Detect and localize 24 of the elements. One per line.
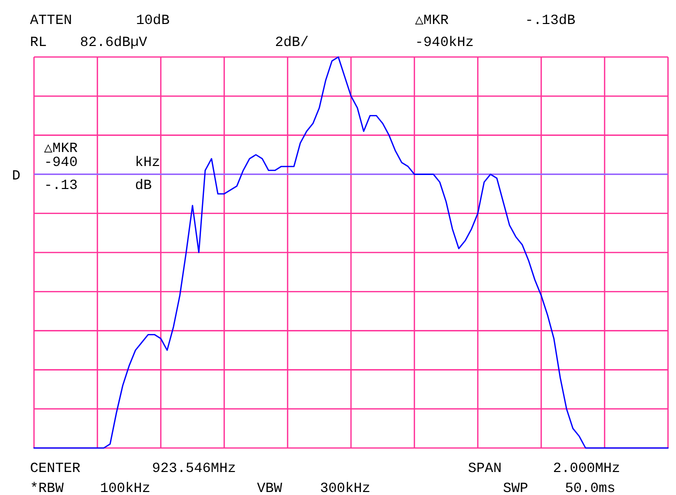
text: VBW	[257, 481, 283, 495]
annotation: -940	[44, 155, 78, 171]
text: RL	[30, 35, 47, 51]
text: 50.0ms	[565, 481, 616, 495]
text: ATTEN	[30, 13, 72, 29]
text: 100kHz	[100, 481, 150, 495]
text: CENTER	[30, 461, 82, 477]
ref-line-label: D	[12, 168, 20, 184]
text: △MKR	[415, 13, 450, 29]
text: 923.546MHz	[152, 461, 236, 477]
text: 2dB/	[275, 35, 309, 51]
text: 2.000MHz	[553, 461, 620, 477]
text: SWP	[503, 481, 528, 495]
text: SPAN	[468, 461, 502, 477]
annotation: △MKR	[44, 141, 78, 157]
text: 82.6dBµV	[80, 35, 148, 51]
annotation: kHz	[135, 155, 160, 171]
text: -940kHz	[415, 35, 474, 51]
text: 10dB	[136, 13, 170, 29]
annotation: -.13	[44, 178, 78, 194]
text: *RBW	[30, 481, 64, 495]
text: 300kHz	[320, 481, 370, 495]
text: -.13dB	[525, 13, 576, 29]
annotation: dB	[135, 178, 152, 194]
